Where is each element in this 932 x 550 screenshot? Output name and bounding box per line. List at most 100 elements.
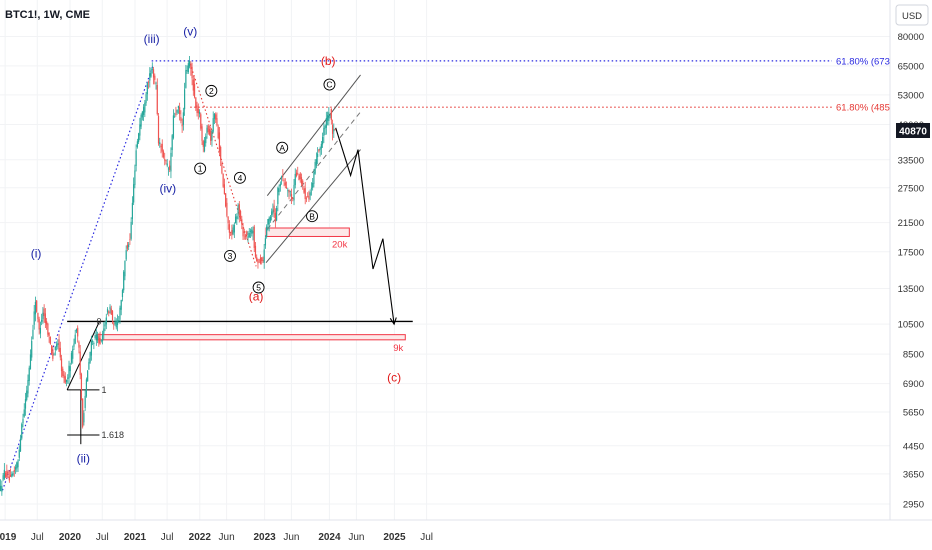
candle-body xyxy=(292,198,294,199)
zone-label: 9k xyxy=(393,343,403,354)
candle-body xyxy=(310,188,313,190)
candle-body xyxy=(11,473,13,477)
candle-body xyxy=(151,68,153,70)
candle-body xyxy=(213,113,216,119)
candle-body xyxy=(80,374,83,401)
candle-body xyxy=(241,219,243,225)
candle-body xyxy=(254,245,257,257)
candle-body xyxy=(244,235,247,237)
candle-body xyxy=(313,172,315,184)
candle-body xyxy=(162,151,165,158)
candle-body xyxy=(266,226,268,237)
candle-body xyxy=(277,187,279,205)
candle-body xyxy=(174,116,176,118)
time-axis-panel[interactable] xyxy=(0,520,890,550)
candle-body xyxy=(58,339,60,352)
candle-body xyxy=(13,470,15,472)
candle-body xyxy=(96,336,99,341)
candle-body xyxy=(46,321,48,325)
candle-body xyxy=(185,70,187,88)
candle-body xyxy=(33,311,35,325)
candle-body xyxy=(155,82,157,84)
candle-body xyxy=(203,140,206,152)
wave-label-blue: (v) xyxy=(183,25,197,39)
candle-body xyxy=(21,424,23,439)
time-tick-label: 2025 xyxy=(383,532,406,543)
price-tick-label: 8500 xyxy=(903,350,924,361)
candle-body xyxy=(176,109,178,113)
candle-body xyxy=(60,358,63,371)
candle-body xyxy=(75,329,78,332)
price-tick-label: 5650 xyxy=(903,407,924,418)
candle-body xyxy=(77,327,79,337)
wave-label-blue: (i) xyxy=(31,247,42,261)
candle-body xyxy=(134,170,136,185)
candle-body xyxy=(59,347,61,358)
candle-body xyxy=(69,366,71,372)
candle-body xyxy=(303,188,305,193)
candle-body xyxy=(142,107,145,115)
candle-body xyxy=(159,142,161,145)
candle-body xyxy=(271,211,273,215)
symbol-title[interactable]: BTC1!, 1W, CME xyxy=(5,9,90,21)
candle-body xyxy=(258,259,260,261)
candle-body xyxy=(113,323,115,325)
time-axis[interactable]: 2019 Jul 2020 Jul 2021 Jul 2022 Jun 2023 Jun 2024 J… xyxy=(0,532,433,543)
candle-body xyxy=(90,341,92,356)
candle-body xyxy=(188,60,191,67)
candle-body xyxy=(223,184,225,195)
candle-body xyxy=(230,231,232,233)
candle-body xyxy=(208,128,211,135)
candle-body xyxy=(125,250,127,260)
wave-circle-marker xyxy=(233,171,246,184)
candle-body xyxy=(278,188,280,193)
candle-body xyxy=(177,105,179,109)
wave-circle-marker xyxy=(306,210,318,223)
price-tick-label: 10500 xyxy=(898,320,924,331)
candle-body xyxy=(141,111,143,118)
candle-body xyxy=(220,146,222,160)
candle-body xyxy=(280,176,283,178)
candle-body xyxy=(49,336,51,344)
candle-body xyxy=(110,308,112,315)
candle-body xyxy=(304,188,306,199)
wave-circle-label: 3 xyxy=(228,251,233,261)
candle-body xyxy=(68,365,70,379)
candle-body xyxy=(65,379,68,382)
price-tick-label: 33500 xyxy=(898,155,924,166)
candle-body xyxy=(144,102,146,113)
candle-body xyxy=(147,81,150,83)
price-tick-label: 21500 xyxy=(898,218,924,229)
price-axis-panel[interactable] xyxy=(890,0,932,550)
candle-body xyxy=(169,165,171,170)
candle-body xyxy=(273,205,275,213)
candle-body xyxy=(95,335,97,339)
candle-body xyxy=(309,192,311,196)
candle-body xyxy=(57,343,59,345)
time-tick-label: Jun xyxy=(219,532,235,543)
wave-label-blue: (ii) xyxy=(77,452,90,466)
fib-ext-label: 1.618 xyxy=(101,430,124,440)
candle-body xyxy=(295,172,298,176)
candle-body xyxy=(322,137,324,145)
candle-body xyxy=(124,260,126,277)
candle-body xyxy=(329,115,331,116)
wave-label-blue: (iii) xyxy=(144,32,160,46)
price-tick-label: 53000 xyxy=(898,90,924,101)
candle-body xyxy=(305,198,308,200)
candle-body xyxy=(0,485,2,492)
fib-ext-label: 1 xyxy=(101,385,106,395)
candle-body xyxy=(72,349,74,359)
candle-body xyxy=(307,196,309,198)
zone-box xyxy=(265,227,350,237)
candle-body xyxy=(289,190,291,192)
candle-body xyxy=(12,472,14,476)
candle-body xyxy=(279,183,281,187)
candle-body xyxy=(290,194,293,200)
currency-button[interactable] xyxy=(895,4,929,26)
candle-body xyxy=(284,182,286,186)
candle-body xyxy=(191,66,193,79)
candle-body xyxy=(135,150,137,167)
price-axis[interactable]: 8000065000530004300033500275002150017500… xyxy=(898,32,924,511)
